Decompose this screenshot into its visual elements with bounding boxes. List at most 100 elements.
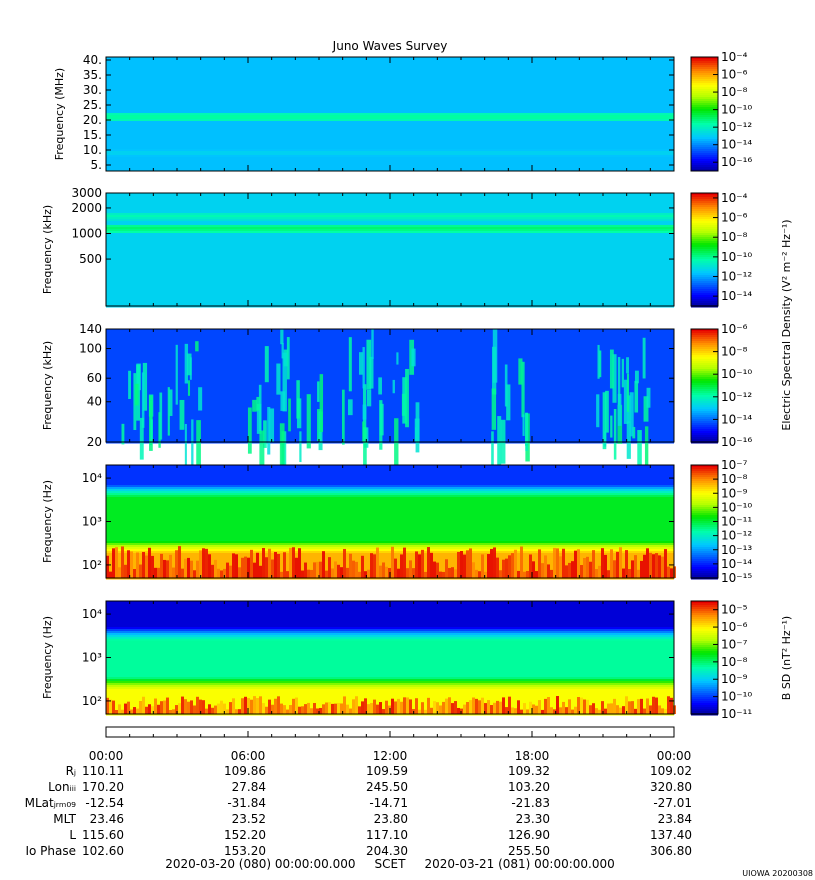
spectrogram-row xyxy=(106,487,674,490)
emission-column xyxy=(433,701,436,714)
emission-column xyxy=(526,709,529,714)
ephemeris-value: 204.30 xyxy=(366,844,408,858)
emission-column xyxy=(640,698,643,714)
emission-column xyxy=(262,547,265,578)
spectrogram-row xyxy=(106,233,674,236)
emission-column xyxy=(493,547,496,578)
emission-streak xyxy=(643,396,649,422)
emission-column xyxy=(439,705,442,714)
spectrogram-row xyxy=(106,297,674,300)
colorbar-cell xyxy=(691,427,718,430)
colorbar-cell xyxy=(691,627,718,630)
emission-column xyxy=(628,701,631,714)
emission-column xyxy=(253,696,256,714)
emission-column xyxy=(346,567,349,578)
spectrogram-row xyxy=(106,693,674,696)
colorbar-cell xyxy=(691,59,718,62)
emission-column xyxy=(406,568,409,578)
emission-streak xyxy=(247,407,252,454)
spectrogram-row xyxy=(106,351,674,354)
emission-column xyxy=(442,701,445,714)
emission-column xyxy=(487,554,490,578)
spectrogram-row xyxy=(106,141,674,144)
spectrogram-panels: 5.10.15.20.25.30.35.40. Frequency (MHz) 10… xyxy=(41,50,752,721)
emission-streak xyxy=(610,415,613,438)
spectrogram-row xyxy=(106,669,674,672)
colorbar-tick-label: 10⁻⁸ xyxy=(721,85,748,99)
emission-column xyxy=(517,570,520,578)
colorbar-cell xyxy=(691,131,718,134)
emission-column xyxy=(265,706,268,714)
colorbar-cell xyxy=(691,83,718,86)
colorbar-cell xyxy=(691,399,718,402)
emission-streak xyxy=(522,414,525,436)
spectrogram-row xyxy=(106,393,674,396)
ephemeris-value: 23.30 xyxy=(515,812,550,826)
colorbar-cell xyxy=(691,631,718,634)
colorbar-cell xyxy=(691,565,718,568)
emission-column xyxy=(184,699,187,714)
colorbar-cell xyxy=(691,281,718,284)
emission-streak xyxy=(184,423,187,479)
emission-streak xyxy=(598,350,602,378)
colorbar-cell xyxy=(691,573,718,576)
emission-streak xyxy=(396,352,399,365)
colorbar-cell xyxy=(691,345,718,348)
spectrogram-row xyxy=(106,353,674,356)
emission-column xyxy=(133,707,136,714)
colorbar-cell xyxy=(691,407,718,410)
ephemeris-value: 306.80 xyxy=(650,844,692,858)
spectrogram-row xyxy=(106,657,674,660)
spectrogram-row xyxy=(106,139,674,142)
emission-column xyxy=(631,560,634,578)
spectrogram-row xyxy=(106,129,674,132)
spectrogram-row xyxy=(106,365,674,368)
emission-column xyxy=(481,697,484,714)
spectrogram-row xyxy=(106,103,674,106)
colorbar-cell xyxy=(691,207,718,210)
colorbar-cell xyxy=(691,509,718,512)
spectrogram-row xyxy=(106,111,674,114)
colorbar-cell xyxy=(691,699,718,702)
emission-streak xyxy=(617,357,621,406)
colorbar-cell xyxy=(691,429,718,432)
spectrogram-row xyxy=(106,637,674,640)
emission-column xyxy=(148,704,151,714)
colorbar-cell xyxy=(691,605,718,608)
emission-column xyxy=(181,568,184,578)
emission-column xyxy=(151,706,154,714)
spectrogram-row xyxy=(106,665,674,668)
emission-column xyxy=(592,703,595,714)
colorbar-cell xyxy=(691,103,718,106)
spectrogram-row xyxy=(106,423,674,426)
spectrogram-row xyxy=(106,495,674,498)
emission-column xyxy=(364,698,367,714)
spectrogram-row xyxy=(106,209,674,212)
emission-column xyxy=(430,707,433,714)
colorbar-cell xyxy=(691,231,718,234)
emission-streak xyxy=(605,390,609,433)
spectrogram-row xyxy=(106,485,674,488)
emission-streak xyxy=(196,420,201,475)
colorbar-tick-label: 10⁻¹⁰ xyxy=(721,690,752,704)
emission-column xyxy=(481,554,484,578)
colorbar-cell xyxy=(691,675,718,678)
emission-column xyxy=(184,558,187,578)
colorbar-cell xyxy=(691,413,718,416)
emission-column xyxy=(295,697,298,714)
spectrogram-row xyxy=(106,267,674,270)
colorbar-cell xyxy=(691,539,718,542)
emission-column xyxy=(127,550,130,578)
emission-column xyxy=(445,698,448,714)
colorbar-tick-label: 10⁻¹⁰ xyxy=(721,367,752,381)
emission-column xyxy=(613,560,616,578)
emission-column xyxy=(451,703,454,714)
spectrogram-row xyxy=(106,363,674,366)
colorbar-cell xyxy=(691,525,718,528)
colorbar-cell xyxy=(691,677,718,680)
colorbar-cell xyxy=(691,343,718,346)
colorbar-cell xyxy=(691,523,718,526)
spectrogram-row xyxy=(106,609,674,612)
emission-column xyxy=(232,553,235,578)
spectrogram-row xyxy=(106,163,674,166)
